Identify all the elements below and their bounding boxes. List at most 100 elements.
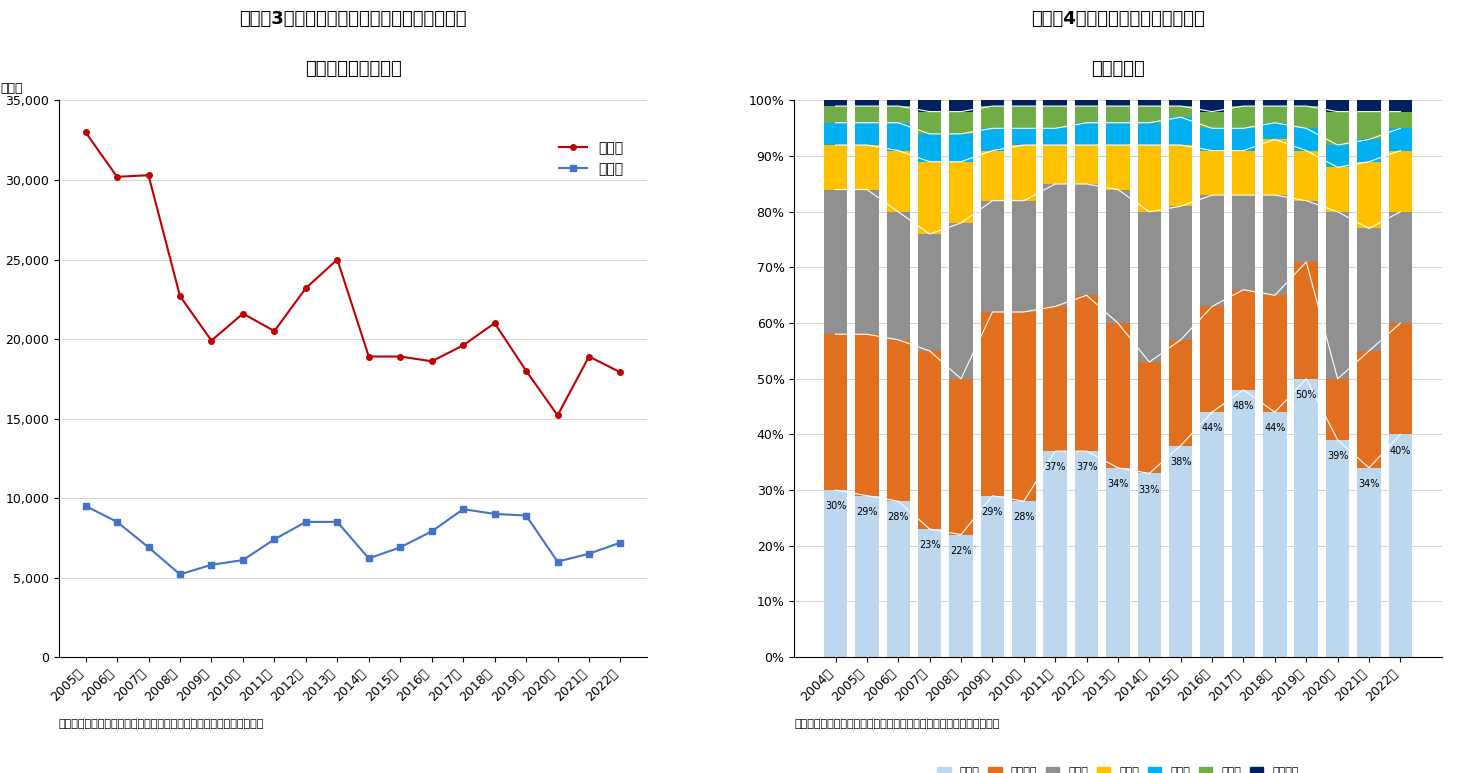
Text: 28%: 28% [1014, 512, 1034, 523]
Bar [824, 123, 847, 145]
Bar [949, 162, 972, 223]
Bar [1106, 100, 1130, 106]
Bar [855, 123, 878, 145]
近畿圏 [485, 318, 503, 328]
近畿圏 [580, 352, 597, 361]
Bar [1389, 111, 1412, 128]
近畿圏 [171, 291, 188, 301]
近畿圏 [422, 356, 440, 366]
Bar [1231, 106, 1255, 128]
Bar [1200, 412, 1224, 657]
Bar [1043, 100, 1066, 106]
Bar [855, 106, 878, 123]
Bar [1043, 184, 1066, 306]
近畿圏 [391, 352, 409, 361]
Bar [981, 106, 1005, 128]
Text: 23%: 23% [919, 540, 940, 550]
近畿圏 [76, 128, 94, 137]
Bar [1389, 212, 1412, 323]
大阪市 [549, 557, 566, 567]
Bar [949, 134, 972, 162]
Bar [981, 312, 1005, 495]
Bar [1231, 151, 1255, 195]
Bar [1200, 111, 1224, 128]
Bar [1012, 145, 1036, 201]
Bar [1075, 106, 1099, 123]
Text: 44%: 44% [1264, 424, 1286, 434]
近畿圏 [297, 284, 315, 293]
Bar [887, 106, 911, 123]
Bar [1012, 106, 1036, 128]
Text: 28%: 28% [887, 512, 909, 523]
Text: 38%: 38% [1169, 457, 1192, 467]
Bar [918, 134, 941, 162]
Bar [887, 501, 911, 657]
Bar [1231, 290, 1255, 390]
Bar [918, 162, 941, 234]
Bar [1012, 128, 1036, 145]
Bar [1169, 117, 1193, 145]
Bar [1358, 162, 1381, 229]
Text: 39%: 39% [1327, 451, 1349, 461]
Text: 40%: 40% [1390, 445, 1411, 455]
大阪市 [266, 535, 284, 544]
Bar [1106, 106, 1130, 123]
Bar [918, 351, 941, 529]
Bar [1294, 379, 1318, 657]
Bar [1043, 128, 1066, 145]
Bar [1200, 195, 1224, 306]
Bar [1264, 412, 1287, 657]
Bar [1389, 434, 1412, 657]
Bar [1012, 201, 1036, 312]
大阪市 [485, 509, 503, 519]
Bar [1264, 295, 1287, 412]
近畿圏 [203, 336, 221, 346]
Bar [1169, 206, 1193, 340]
Text: 50%: 50% [1296, 390, 1317, 400]
Bar [1389, 100, 1412, 111]
Bar [1137, 100, 1161, 106]
Text: ＜近畿圏、大阪市＞: ＜近畿圏、大阪市＞ [304, 60, 402, 78]
Text: （出所）不動産経済研究所のデータをもとにニッセイ基礎研究所作成: （出所）不動産経済研究所のデータをもとにニッセイ基礎研究所作成 [59, 719, 265, 729]
Text: （戸）: （戸） [0, 82, 22, 95]
Bar [949, 223, 972, 379]
Bar [949, 100, 972, 111]
大阪市 [203, 560, 221, 570]
Bar [1106, 123, 1130, 145]
Text: 図表－3　新築分譲マンションの新規供給戸数: 図表－3 新築分譲マンションの新規供給戸数 [240, 10, 466, 28]
Bar [1264, 100, 1287, 106]
Text: 48%: 48% [1233, 401, 1255, 411]
Bar [1137, 123, 1161, 145]
Bar [855, 334, 878, 495]
Bar [1200, 151, 1224, 195]
Bar [1200, 306, 1224, 412]
大阪市 [612, 538, 630, 547]
Bar [1325, 100, 1349, 111]
Bar [1294, 106, 1318, 128]
Bar [1075, 100, 1099, 106]
Bar [1137, 362, 1161, 473]
近畿圏 [266, 326, 284, 335]
大阪市 [328, 517, 346, 526]
大阪市 [360, 553, 378, 563]
Bar [949, 379, 972, 535]
Text: 34%: 34% [1108, 479, 1128, 489]
Bar [824, 189, 847, 334]
Line: 近畿圏: 近畿圏 [82, 130, 624, 418]
Bar [918, 234, 941, 351]
Text: 29%: 29% [856, 507, 878, 517]
近畿圏 [328, 255, 346, 264]
Bar [855, 495, 878, 657]
Bar [824, 145, 847, 189]
Bar [1075, 295, 1099, 451]
大阪市 [171, 570, 188, 579]
Bar [1200, 100, 1224, 111]
大阪市 [455, 505, 472, 514]
大阪市 [422, 526, 440, 536]
大阪市 [76, 502, 94, 511]
近畿圏 [109, 172, 127, 182]
Bar [1075, 451, 1099, 657]
近畿圏 [140, 171, 157, 180]
Bar [1325, 167, 1349, 212]
Bar [855, 100, 878, 106]
